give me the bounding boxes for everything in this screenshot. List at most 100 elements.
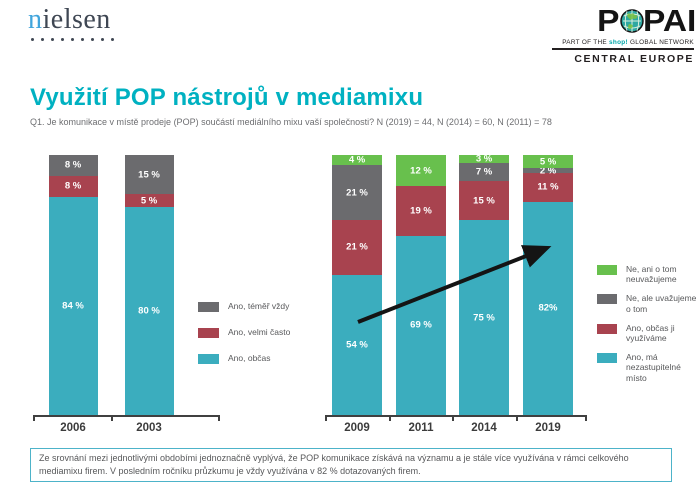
bar-value-label: 54 % bbox=[346, 339, 368, 351]
bar-segment: 8 % bbox=[48, 155, 98, 176]
x-axis-tick bbox=[516, 415, 518, 421]
x-axis-tick bbox=[218, 415, 220, 421]
nielsen-dot bbox=[81, 38, 84, 41]
x-axis-category: 2019 bbox=[535, 422, 561, 434]
legend-label: Ne, ani o tom neuvažujeme bbox=[626, 264, 677, 285]
bar-segment: 80 % bbox=[124, 207, 174, 415]
nielsen-dot bbox=[91, 38, 94, 41]
popai-divider bbox=[552, 48, 694, 50]
nielsen-dot bbox=[101, 38, 104, 41]
bar-value-label: 19 % bbox=[410, 205, 432, 217]
legend-label: Ano, téměř vždy bbox=[228, 301, 290, 311]
bar-segment: 7 % bbox=[459, 162, 509, 181]
bar-segment: 21 % bbox=[332, 220, 382, 275]
x-axis-category: 2003 bbox=[136, 422, 162, 434]
bar-segment: 8 % bbox=[48, 175, 98, 197]
bar-segment: 82% bbox=[523, 201, 573, 415]
legend-item: Ano, velmi často bbox=[198, 327, 290, 338]
bar-segment: 19 % bbox=[396, 186, 446, 236]
bar-segment: 5 % bbox=[124, 194, 174, 207]
x-axis-category: 2011 bbox=[408, 422, 434, 434]
nielsen-dot bbox=[71, 38, 74, 41]
legend-swatch bbox=[597, 265, 617, 275]
legend-label: Ano, velmi často bbox=[228, 327, 291, 337]
x-axis-tick bbox=[452, 415, 454, 421]
legend-right: Ne, ani o tom neuvažujeme Ne, ale uvažuje… bbox=[597, 264, 697, 383]
nielsen-first-letter: n bbox=[28, 4, 43, 35]
bar-segment: 54 % bbox=[332, 274, 382, 415]
legend-item: Ne, ani o tom neuvažujeme bbox=[597, 264, 697, 284]
nielsen-wordmark: nielsen bbox=[28, 6, 114, 34]
popai-region: CENTRAL EUROPE bbox=[574, 52, 694, 65]
bar-value-label: 3 % bbox=[475, 153, 493, 165]
nielsen-dot bbox=[111, 38, 114, 41]
x-axis-line bbox=[325, 415, 585, 417]
bar-segment: 75 % bbox=[459, 220, 509, 415]
bar-value-label: 5 % bbox=[140, 195, 158, 206]
bar-value-label: 21 % bbox=[346, 241, 368, 253]
legend-left: Ano, téměř vždy Ano, velmi často Ano, obča… bbox=[198, 301, 290, 364]
bar-value-label: 5 % bbox=[539, 156, 557, 167]
bar-value-label: 15 % bbox=[473, 195, 495, 206]
nielsen-logo: nielsen bbox=[28, 6, 114, 41]
bar-value-label: 12 % bbox=[410, 165, 432, 177]
bar-segment: 2 % bbox=[523, 165, 573, 177]
bar-value-label: 8 % bbox=[64, 159, 82, 171]
bar-value-label: 15 % bbox=[138, 169, 160, 180]
legend-item: Ano, má nezastupitelné místo bbox=[597, 352, 697, 383]
bar-segment: 5 % bbox=[523, 155, 573, 168]
x-axis-tick bbox=[585, 415, 587, 421]
nielsen-dot bbox=[61, 38, 64, 41]
bar-segment: 15 % bbox=[124, 155, 174, 194]
bar-value-label: 69 % bbox=[410, 319, 432, 331]
x-axis-tick bbox=[325, 415, 327, 421]
legend-label: Ano, občas bbox=[228, 353, 271, 363]
legend-swatch bbox=[597, 294, 617, 305]
x-axis-category: 2006 bbox=[60, 422, 86, 434]
bar-value-label: 80 % bbox=[138, 305, 160, 317]
x-axis-tick bbox=[33, 415, 35, 421]
x-axis-category: 2014 bbox=[471, 422, 497, 434]
globe-icon bbox=[619, 8, 644, 33]
bar-segment: 11 % bbox=[523, 173, 573, 202]
x-axis-tick bbox=[389, 415, 391, 421]
legend-swatch bbox=[597, 323, 617, 334]
shop-brand: shop! bbox=[609, 39, 628, 46]
bar-segment: 84 % bbox=[48, 196, 98, 415]
legend-swatch bbox=[198, 354, 219, 364]
bar-value-label: 84 % bbox=[62, 300, 84, 312]
bar-value-label: 75 % bbox=[473, 312, 495, 323]
bar-segment: 15 % bbox=[459, 181, 509, 220]
legend-item: Ano, občas ji využíváme bbox=[597, 323, 697, 343]
page-title: Využití POP nástrojů v mediamixu bbox=[30, 84, 424, 111]
survey-question: Q1. Je komunikace v místě prodeje (POP) … bbox=[30, 117, 552, 127]
bar-value-label: 7 % bbox=[475, 166, 493, 178]
legend-item: Ano, občas bbox=[198, 353, 290, 364]
legend-item: Ano, téměř vždy bbox=[198, 301, 290, 312]
x-axis-category: 2009 bbox=[344, 422, 370, 434]
nielsen-dot bbox=[41, 38, 44, 41]
popai-letter-p: P bbox=[597, 3, 620, 38]
legend-swatch bbox=[198, 302, 219, 312]
nielsen-dot bbox=[31, 38, 34, 41]
summary-note: Ze srovnání mezi jednotlivými obdobími j… bbox=[30, 448, 672, 483]
bar-value-label: 11 % bbox=[537, 181, 559, 193]
popai-tagline: PART OF THE shop! GLOBAL NETWORK bbox=[562, 39, 694, 46]
nielsen-dot bbox=[51, 38, 54, 41]
nielsen-dots-row bbox=[28, 38, 114, 41]
nielsen-rest-letters: ielsen bbox=[42, 4, 111, 35]
bar-value-label: 21 % bbox=[346, 187, 368, 199]
legend-label: Ne, ale uvažujeme o tom bbox=[626, 293, 697, 314]
legend-label: Ano, občas ji využíváme bbox=[626, 322, 675, 343]
popai-wordmark: P PAI bbox=[552, 3, 696, 38]
bar-value-label: 2 % bbox=[539, 165, 557, 177]
bar-value-label: 8 % bbox=[64, 180, 82, 192]
x-axis-line bbox=[33, 415, 218, 417]
bar-value-label: 82% bbox=[538, 302, 558, 314]
bar-segment: 12 % bbox=[396, 155, 446, 187]
popai-letters-pai: PAI bbox=[642, 3, 696, 38]
legend-label: Ano, má nezastupitelné místo bbox=[626, 352, 681, 383]
x-axis-tick bbox=[111, 415, 113, 421]
bar-segment: 21 % bbox=[332, 165, 382, 220]
